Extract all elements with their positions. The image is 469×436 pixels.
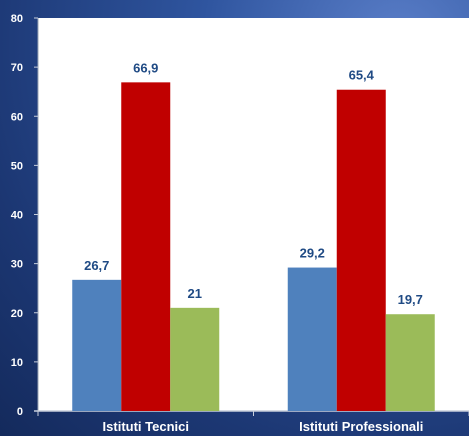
bar (72, 279, 122, 411)
y-tick-label: 40 (11, 210, 23, 222)
bar (336, 89, 386, 411)
bars (72, 82, 435, 411)
y-tick-label: 20 (11, 308, 23, 320)
data-label: 21 (188, 286, 202, 301)
y-tick-label: 10 (11, 357, 23, 369)
data-label: 29,2 (300, 246, 325, 261)
data-label: 26,7 (84, 258, 109, 273)
y-tick-label: 80 (11, 13, 23, 25)
bar (121, 82, 171, 411)
y-tick-label: 0 (17, 406, 23, 418)
bar (287, 267, 337, 411)
x-category-label: Istituti Professionali (299, 419, 423, 434)
y-tick-label: 60 (11, 111, 23, 123)
bar (385, 314, 435, 411)
data-label: 19,7 (398, 292, 423, 307)
data-label: 66,9 (133, 60, 158, 75)
data-label: 65,4 (349, 68, 375, 83)
bar (170, 307, 220, 411)
y-axis: 0 10 20 30 40 50 60 70 80 (11, 13, 39, 418)
x-category-label: Istituti Tecnici (103, 419, 189, 434)
data-labels: 26,7 66,9 21 29,2 65,4 19,7 (84, 60, 423, 307)
x-axis: Istituti Tecnici Istituti Professionali (34, 410, 469, 434)
y-tick-label: 30 (11, 259, 23, 271)
y-tick-label: 70 (11, 62, 23, 74)
y-tick-label: 50 (11, 160, 23, 172)
